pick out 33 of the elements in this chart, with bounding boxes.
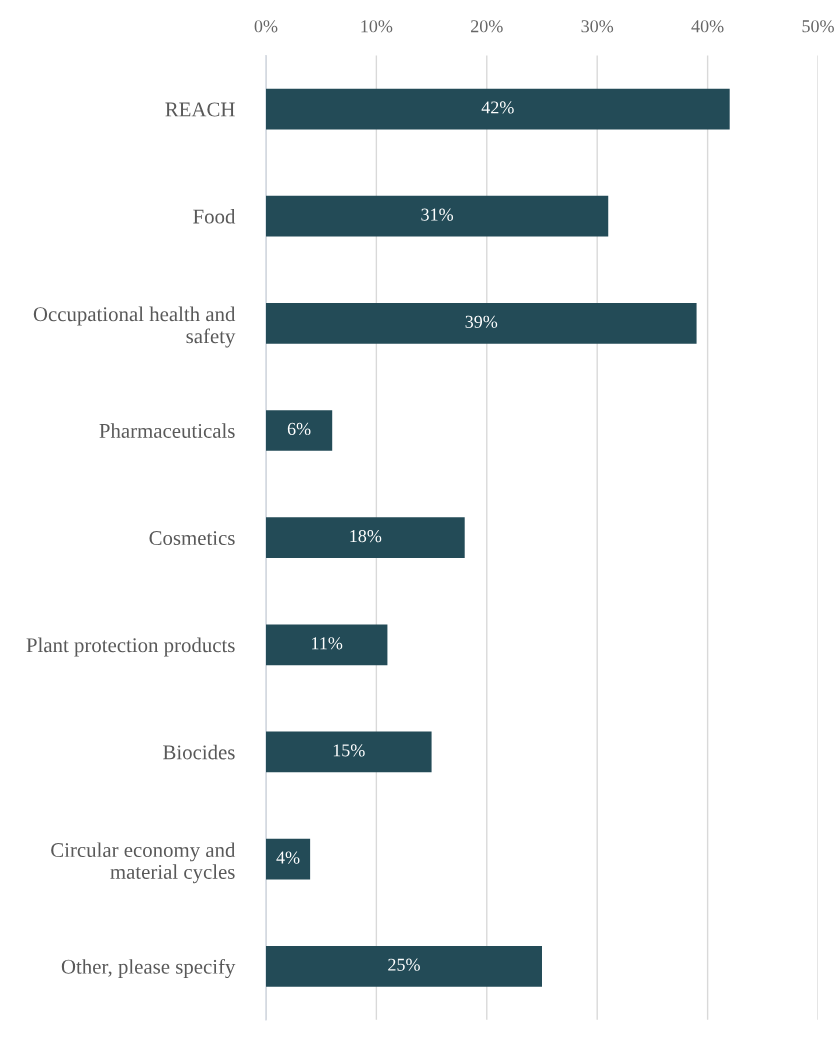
y-tick-label: Plant protection products xyxy=(26,637,235,657)
y-tick-label: Occupational health and safety xyxy=(33,306,236,348)
y-tick-label: Cosmetics xyxy=(149,531,235,546)
x-tick-label: 50% xyxy=(802,20,834,33)
x-tick-label: 10% xyxy=(361,20,393,33)
x-tick-label: 20% xyxy=(471,20,503,33)
bar xyxy=(265,838,311,880)
data-label: 42% xyxy=(481,101,514,114)
data-label: 6% xyxy=(287,422,311,436)
data-label: 25% xyxy=(388,958,420,971)
y-tick-label: Circular economy and material cycles xyxy=(51,842,236,884)
y-tick-label: Pharmaceuticals xyxy=(99,423,235,438)
data-label: 15% xyxy=(333,744,365,757)
bar xyxy=(265,945,542,987)
x-tick-label: 30% xyxy=(581,20,614,33)
data-label: 4% xyxy=(276,851,300,864)
x-tick-label: 0% xyxy=(254,20,278,33)
bar xyxy=(265,731,432,773)
bar xyxy=(265,88,730,130)
bar xyxy=(265,195,609,237)
y-tick-label: Biocides xyxy=(163,744,235,760)
y-tick-label: REACH xyxy=(165,102,235,117)
y-tick-label: Food xyxy=(193,208,236,224)
bar xyxy=(265,517,465,558)
y-tick-label: Other, please specify xyxy=(61,958,236,979)
bar xyxy=(265,410,333,451)
bar xyxy=(265,624,388,666)
data-label: 11% xyxy=(312,637,343,650)
bar xyxy=(265,302,697,344)
data-label: 18% xyxy=(350,529,382,543)
data-label: 31% xyxy=(421,208,454,221)
x-tick-label: 40% xyxy=(691,20,724,33)
data-label: 39% xyxy=(465,315,498,328)
